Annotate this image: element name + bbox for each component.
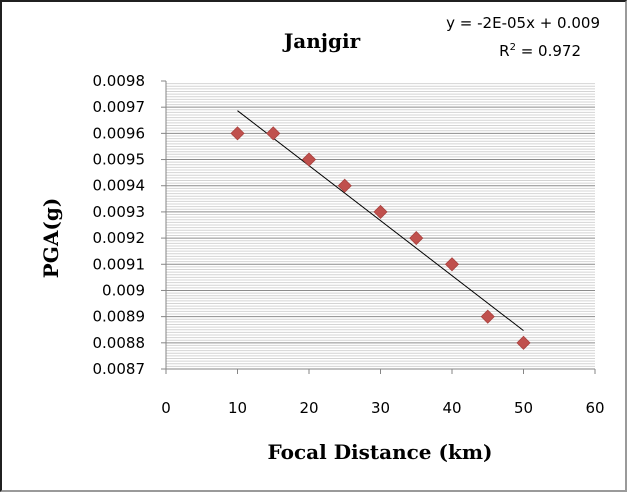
data-point xyxy=(373,204,388,219)
data-point xyxy=(480,309,495,324)
trendline xyxy=(237,110,524,331)
y-axis-title: PGA(g) xyxy=(39,198,63,279)
y-tick-label: 0.0091 xyxy=(93,255,146,273)
r-squared-label: R2 = 0.972 xyxy=(499,42,581,60)
y-tick-label: 0.0098 xyxy=(93,72,146,90)
y-tick-label: 0.0093 xyxy=(93,203,146,221)
x-tick-labels: 0 10 20 30 40 50 60 xyxy=(161,369,605,417)
data-point xyxy=(516,335,531,350)
y-tick-label: 0.009 xyxy=(102,281,145,299)
y-tick-labels: 0.0087 0.0088 0.0089 0.009 0.0091 0.0092 0.009… xyxy=(93,72,166,378)
x-tick-label: 50 xyxy=(514,399,533,417)
x-tick-label: 10 xyxy=(228,399,247,417)
y-tick-label: 0.0087 xyxy=(93,360,146,378)
r-squared-symbol: R xyxy=(499,42,509,60)
gridlines xyxy=(166,83,595,367)
y-tick-label: 0.0089 xyxy=(93,308,146,326)
data-point xyxy=(444,257,460,272)
x-tick-label: 40 xyxy=(442,399,461,417)
chart-title: Janjgir xyxy=(282,29,361,53)
trendline-equation: y = -2E-05x + 0.009 xyxy=(446,14,600,32)
data-point xyxy=(409,231,424,246)
data-points xyxy=(230,126,531,350)
data-point xyxy=(230,126,245,141)
y-tick-label: 0.0097 xyxy=(93,98,146,116)
r-squared-value: = 0.972 xyxy=(516,42,581,60)
y-tick-label: 0.0096 xyxy=(93,124,146,142)
y-tick-label: 0.0095 xyxy=(93,151,146,169)
x-tick-label: 30 xyxy=(371,399,390,417)
y-tick-label: 0.0092 xyxy=(93,229,146,247)
r-squared-superscript: 2 xyxy=(510,42,516,53)
x-tick-label: 20 xyxy=(299,399,318,417)
data-point xyxy=(266,126,281,141)
y-tick-label: 0.0088 xyxy=(93,334,146,352)
x-tick-label: 0 xyxy=(161,399,171,417)
x-axis-title: Focal Distance (km) xyxy=(268,440,493,464)
data-point xyxy=(337,178,352,193)
y-tick-label: 0.0094 xyxy=(93,177,146,195)
x-tick-label: 60 xyxy=(585,399,604,417)
data-point xyxy=(301,152,317,167)
